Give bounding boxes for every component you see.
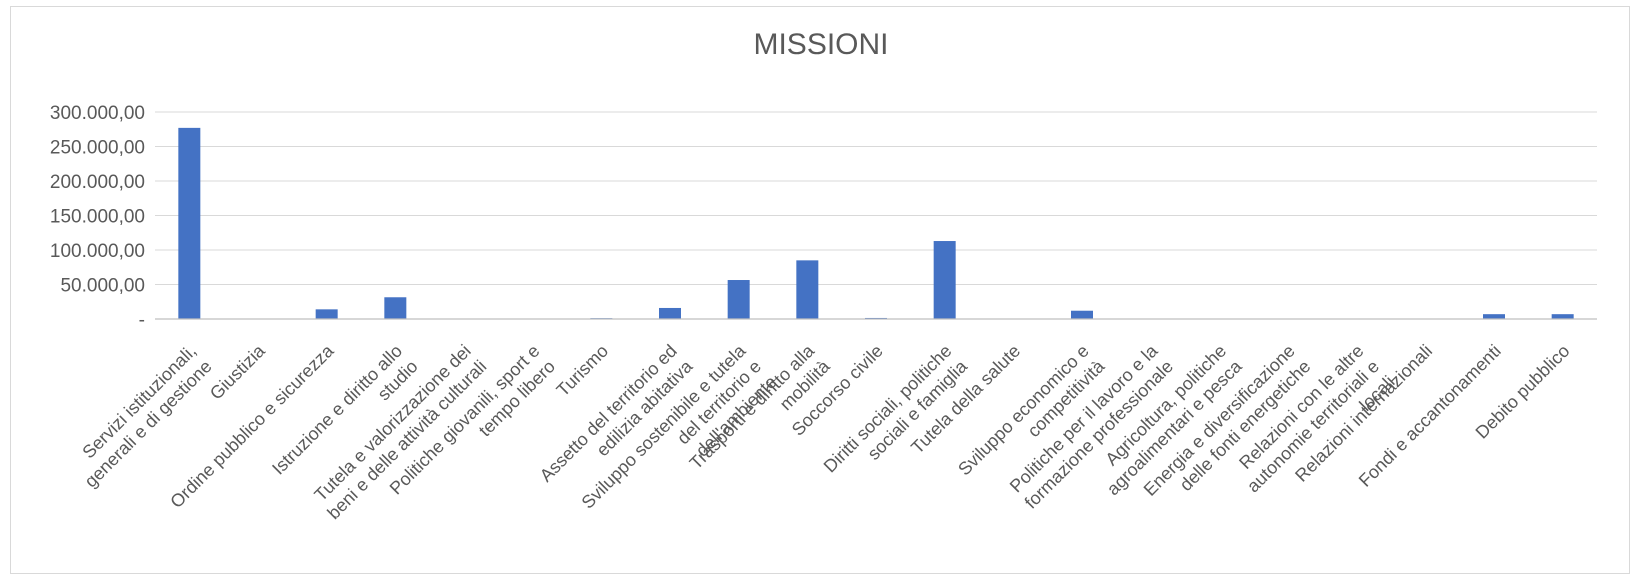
x-tick-label: Turismo	[553, 341, 613, 401]
bar	[796, 260, 819, 319]
bars	[178, 127, 1574, 320]
bar	[315, 309, 338, 319]
bar	[659, 307, 681, 319]
y-tick-label: 50.000,00	[60, 276, 145, 297]
x-tick-label: Servizi istituzionali,generali e di gest…	[65, 341, 216, 492]
chart-area	[10, 6, 1630, 574]
bar	[1071, 310, 1093, 319]
bar	[933, 241, 956, 319]
bar	[178, 127, 201, 320]
y-tick-label: 200.000,00	[50, 172, 145, 193]
bar	[1483, 314, 1505, 319]
x-tick-label-line: Turismo	[553, 341, 613, 401]
x-tick-label-line: Diritti sociali, politiche	[820, 341, 956, 477]
y-tick-label: 100.000,00	[50, 241, 145, 262]
x-tick-label-line: Fondi e accantonamenti	[1355, 341, 1505, 491]
y-tick-label: 150.000,00	[50, 207, 145, 228]
y-tick-label: -	[139, 310, 145, 331]
x-tick-label: Fondi e accantonamenti	[1355, 341, 1505, 491]
y-tick-label: 250.000,00	[50, 138, 145, 159]
bar	[384, 297, 407, 319]
gridlines	[155, 111, 1597, 285]
bar	[727, 280, 750, 319]
x-tick-label-line: Assetto del territorio ed	[536, 341, 681, 486]
bar	[1551, 314, 1574, 319]
x-axis-tick-labels: Servizi istituzionali,generali e di gest…	[65, 340, 1573, 523]
y-axis-tick-labels: - 50.000,00 100.000,00 150.000,00 200.000,00…	[50, 103, 145, 331]
y-tick-label: 300.000,00	[50, 103, 145, 124]
chart-title: MISSIONI	[753, 28, 888, 61]
x-tick-label: Giustizia	[206, 340, 270, 404]
x-tick-label-line: Giustizia	[206, 340, 270, 404]
